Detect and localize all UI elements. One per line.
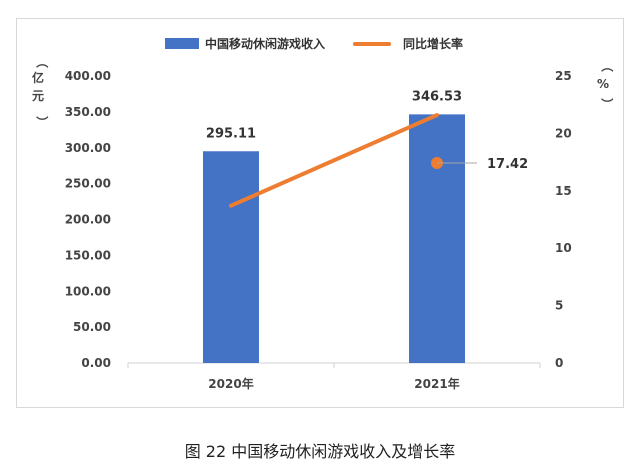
x-tick-label: 2020年 <box>208 376 253 391</box>
left-tick-label: 150.00 <box>65 248 111 262</box>
legend-label-bar: 中国移动休闲游戏收入 <box>205 36 325 51</box>
left-tick-label: 50.00 <box>73 320 111 334</box>
left-unit-bracket-close: ） <box>35 116 50 128</box>
left-tick-label: 0.00 <box>81 356 111 370</box>
left-unit-char: 元 <box>32 89 44 103</box>
left-tick-label: 100.00 <box>65 284 111 298</box>
line-series: 17.42 <box>229 113 528 208</box>
left-tick-label: 400.00 <box>65 69 111 83</box>
left-tick-label: 200.00 <box>65 213 111 227</box>
bar <box>409 114 465 364</box>
chart-frame <box>16 18 624 408</box>
right-unit-bracket-open: （ <box>600 60 615 72</box>
legend: 中国移动休闲游戏收入 同比增长率 <box>165 36 463 51</box>
bar-data-label: 346.53 <box>412 89 462 104</box>
x-axis <box>127 362 541 368</box>
left-unit-char: 亿 <box>32 70 44 85</box>
right-tick-label: 5 <box>555 299 563 313</box>
axis-units: （ 亿元 ） （% ） <box>32 56 615 128</box>
right-axis-ticks: 0 5 10 15 20 25 <box>555 69 572 370</box>
bar <box>203 151 259 363</box>
legend-label-line: 同比增长率 <box>403 36 463 51</box>
left-unit-bracket-open: （ <box>35 56 50 68</box>
left-axis-ticks: 0.00 50.00 100.00 150.00 200.00 250.00 300.00 3… <box>65 69 111 370</box>
right-tick-label: 25 <box>555 69 572 83</box>
line-path <box>229 113 439 208</box>
right-tick-label: 10 <box>555 241 572 255</box>
right-tick-label: 0 <box>555 356 563 370</box>
left-tick-label: 250.00 <box>65 177 111 191</box>
bar-data-label: 295.11 <box>206 126 256 141</box>
x-axis-labels: 2020年 2021年 <box>208 376 459 391</box>
left-tick-label: 300.00 <box>65 141 111 155</box>
x-tick-label: 2021年 <box>414 376 459 391</box>
figure-caption: 图 22 中国移动休闲游戏收入及增长率 <box>184 442 456 461</box>
legend-swatch-bar <box>165 38 199 49</box>
line-point-label: 17.42 <box>487 157 528 172</box>
left-tick-label: 350.00 <box>65 105 111 119</box>
bar-series: 295.11 346.53 <box>203 89 465 364</box>
right-unit-bracket-close: ） <box>600 98 615 110</box>
right-unit-char: % <box>597 77 609 91</box>
right-tick-label: 20 <box>555 126 572 140</box>
right-tick-label: 15 <box>555 184 572 198</box>
